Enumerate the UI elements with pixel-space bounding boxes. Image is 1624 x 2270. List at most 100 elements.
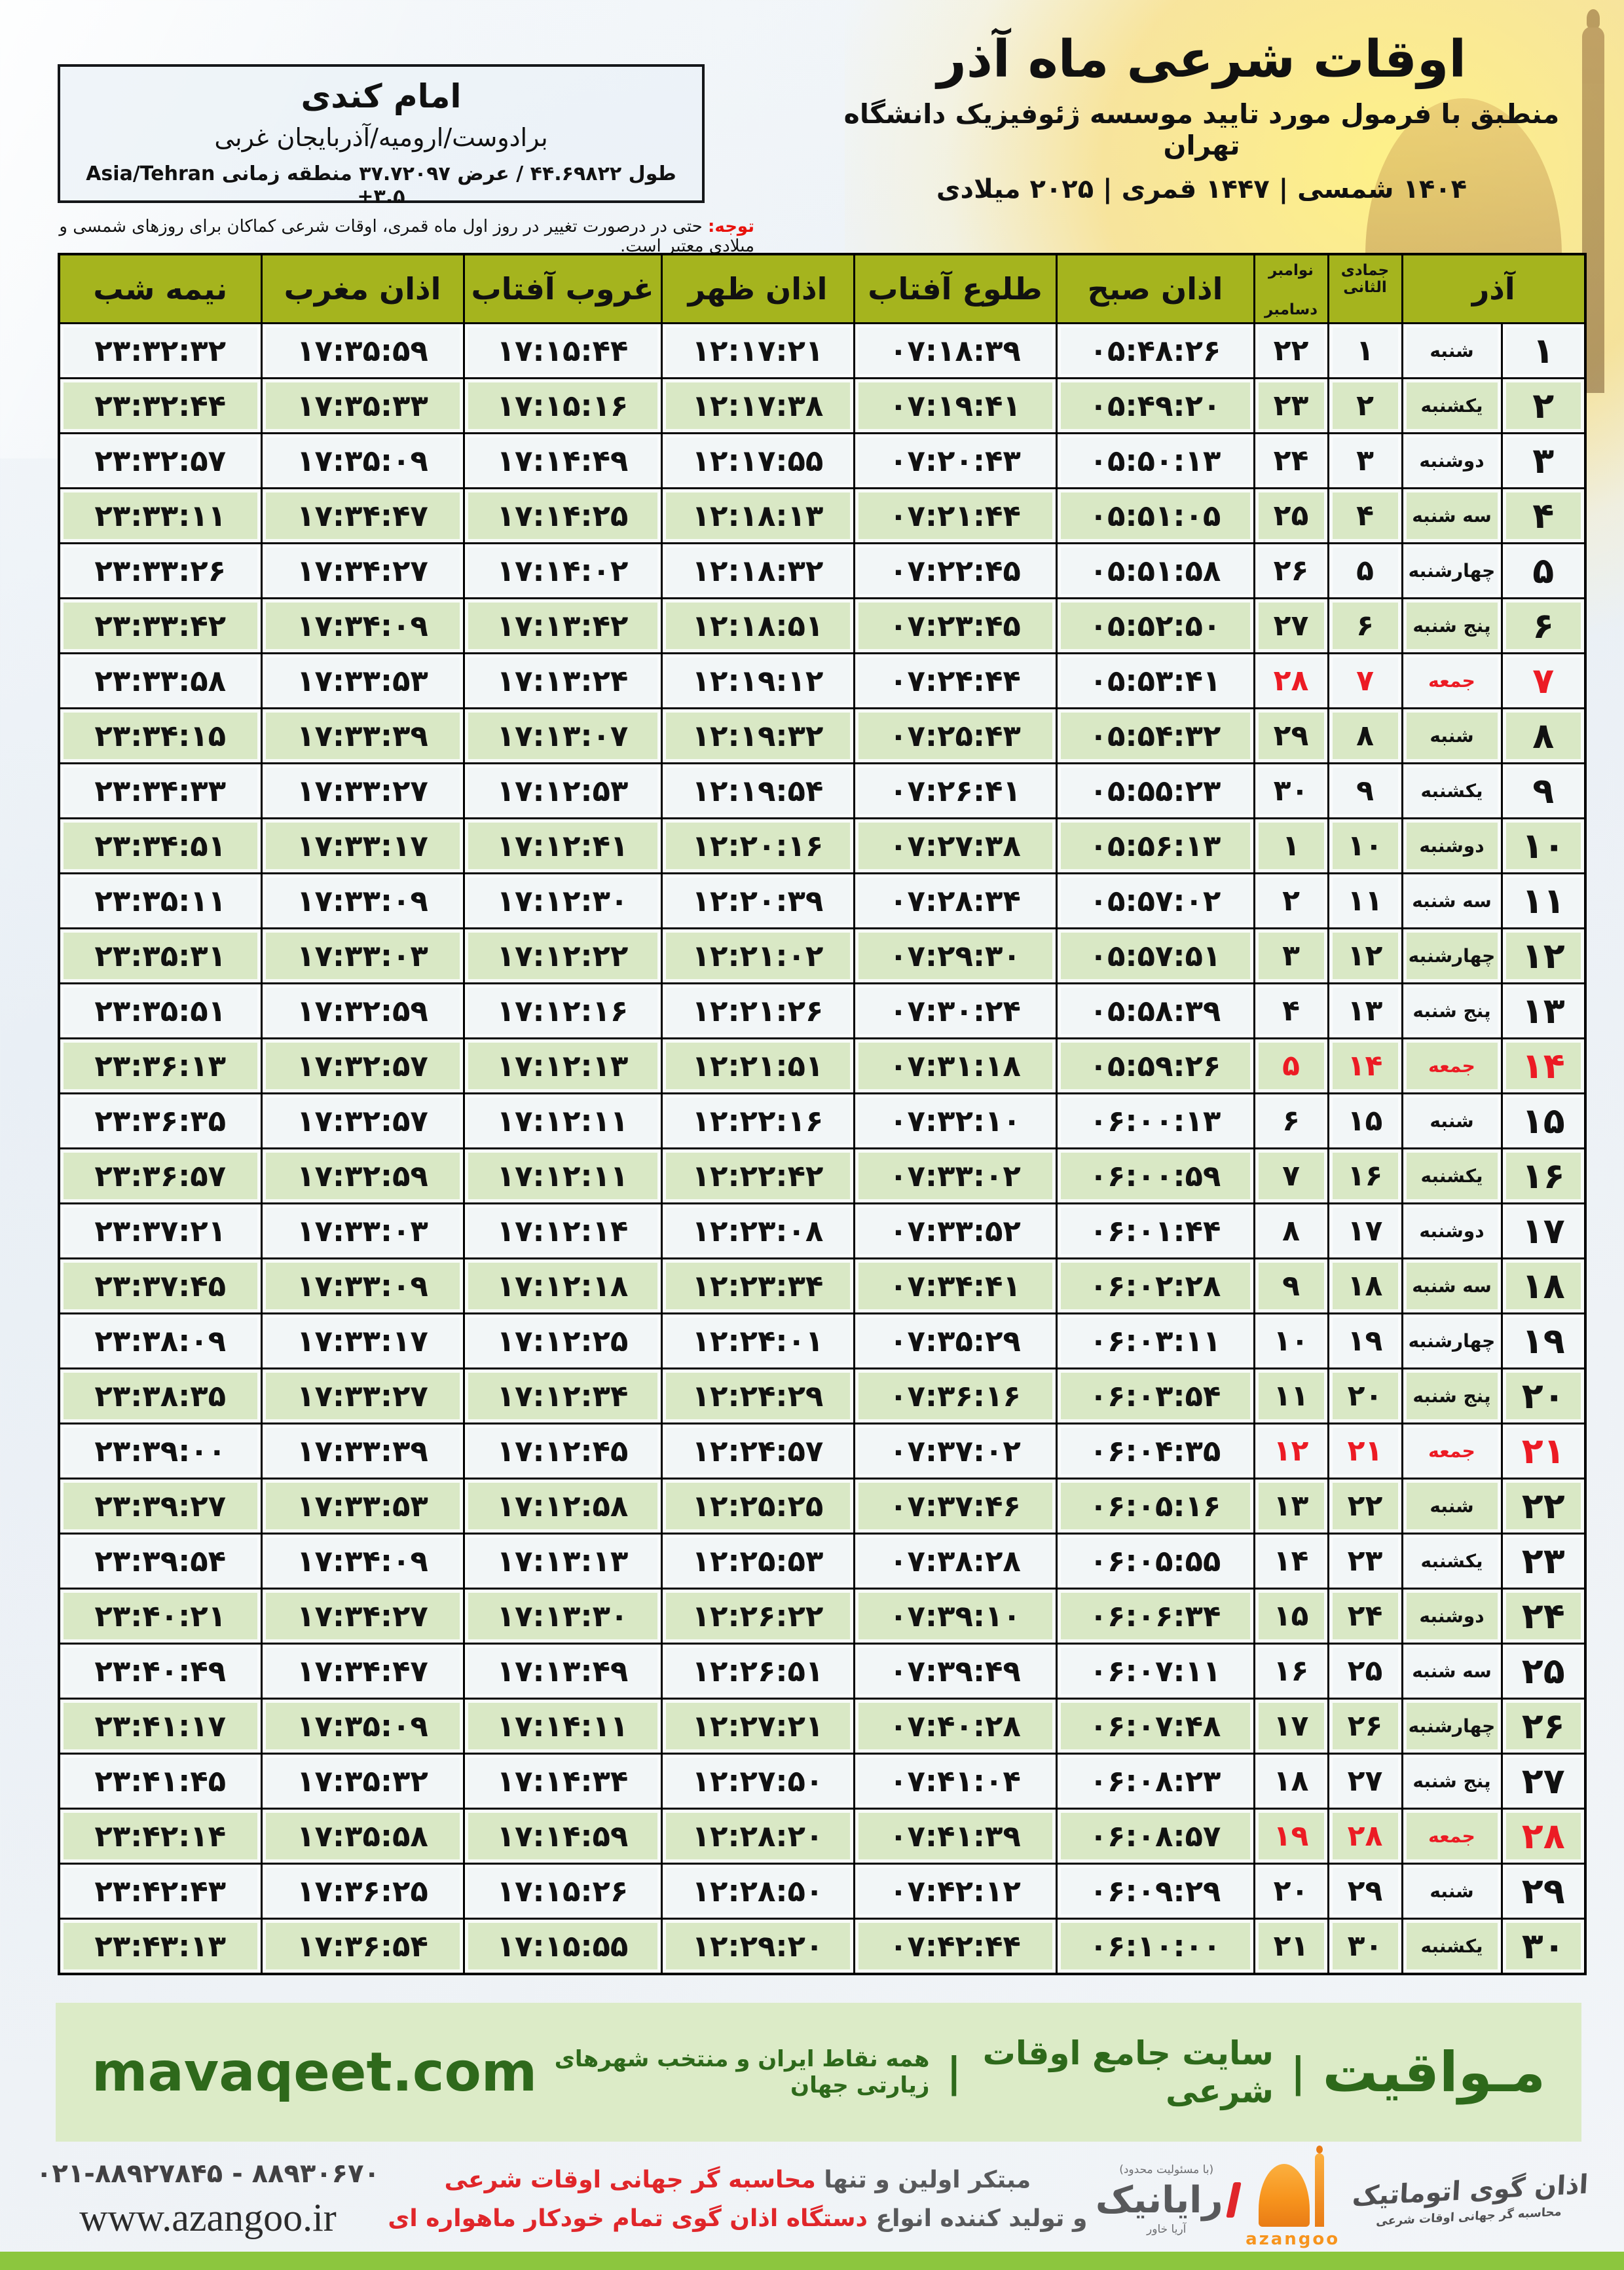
table-row: ۲۹ شنبه ۲۹ ۲۰ ۰۶:۰۹:۲۹ ۰۷:۴۲:۱۲ ۱۲:۲۸:۵۰… [58,1863,1587,1920]
gregorian-day-cell: ۲۳ [1253,377,1329,434]
azar-day-cell: ۲۲ [1500,1478,1587,1535]
midnight-time-cell: ۲۳:۳۵:۵۱ [58,982,263,1039]
fajr-time-cell: ۰۵:۵۸:۳۹ [1055,982,1255,1039]
sunset-time-cell: ۱۷:۱۴:۳۴ [462,1753,663,1810]
dhuhr-time-cell: ۱۲:۲۴:۰۱ [660,1312,855,1369]
dhuhr-time-cell: ۱۲:۲۰:۱۶ [660,817,855,874]
azar-day-cell: ۱۸ [1500,1257,1587,1314]
jumada-day-cell: ۱۳ [1327,982,1403,1039]
sunset-time-cell: ۱۷:۱۳:۳۰ [462,1588,663,1645]
midnight-time-cell: ۲۳:۳۷:۴۵ [58,1257,263,1314]
sunrise-time-cell: ۰۷:۲۵:۴۳ [853,707,1058,764]
maghrib-time-cell: ۱۷:۳۳:۰۳ [260,1202,465,1259]
sunrise-time-cell: ۰۷:۳۱:۱۸ [853,1037,1058,1094]
azar-day-cell: ۲۹ [1500,1863,1587,1920]
weekday-cell: یکشنبه [1401,1533,1503,1590]
gregorian-day-cell: ۲۴ [1253,432,1329,489]
midnight-time-cell: ۲۳:۳۵:۳۱ [58,927,263,984]
coordinates-text: طول ۴۴.۶۹۸۲۲ / عرض ۳۷.۷۲۰۹۷ منطقه زمانی [221,162,676,185]
azar-day-cell: ۱ [1500,322,1587,379]
dhuhr-time-cell: ۱۲:۱۸:۳۲ [660,542,855,599]
dhuhr-time-cell: ۱۲:۲۶:۵۱ [660,1643,855,1700]
column-header-sunrise: طلوع آفتاب [853,253,1058,324]
jumada-day-cell: ۷ [1327,652,1403,709]
sunset-time-cell: ۱۷:۱۲:۴۵ [462,1423,663,1479]
azar-day-cell: ۲۰ [1500,1368,1587,1424]
maghrib-time-cell: ۱۷:۳۴:۴۷ [260,487,465,544]
table-row: ۳ دوشنبه ۳ ۲۴ ۰۵:۵۰:۱۳ ۰۷:۲۰:۴۳ ۱۲:۱۷:۵۵… [58,432,1587,489]
sunset-time-cell: ۱۷:۱۲:۱۳ [462,1037,663,1094]
gregorian-day-cell: ۸ [1253,1202,1329,1259]
jumada-day-cell: ۲۳ [1327,1533,1403,1590]
azar-day-cell: ۱۱ [1500,872,1587,929]
separator-pipe: | [946,2048,962,2096]
dhuhr-time-cell: ۱۲:۲۳:۳۴ [660,1257,855,1314]
maghrib-time-cell: ۱۷:۳۳:۰۹ [260,872,465,929]
rayanik-registration: (با مسئولیت محدود) [1119,2163,1214,2176]
midnight-time-cell: ۲۳:۳۲:۵۷ [58,432,263,489]
mavaqeet-domain-link[interactable]: mavaqeet.com [92,2041,538,2104]
jumada-day-cell: ۱۶ [1327,1147,1403,1204]
maghrib-time-cell: ۱۷:۳۳:۵۳ [260,1478,465,1535]
dhuhr-time-cell: ۱۲:۲۴:۲۹ [660,1368,855,1424]
midnight-time-cell: ۲۳:۳۵:۱۱ [58,872,263,929]
dhuhr-time-cell: ۱۲:۲۶:۲۲ [660,1588,855,1645]
azar-day-cell: ۸ [1500,707,1587,764]
weekday-cell: شنبه [1401,707,1503,764]
weekday-cell: چهارشنبه [1401,542,1503,599]
azangoo-website-link[interactable]: www.azangoo.ir [79,2195,337,2239]
azar-day-cell: ۱۶ [1500,1147,1587,1204]
maghrib-time-cell: ۱۷:۳۵:۰۹ [260,1698,465,1755]
sunrise-time-cell: ۰۷:۲۱:۴۴ [853,487,1058,544]
gregorian-day-cell: ۱ [1253,817,1329,874]
weekday-cell: یکشنبه [1401,762,1503,819]
midnight-time-cell: ۲۳:۴۲:۱۴ [58,1808,263,1865]
dhuhr-time-cell: ۱۲:۱۹:۵۴ [660,762,855,819]
gregorian-day-cell: ۴ [1253,982,1329,1039]
notice-line: توجه: حتی در درصورت تغییر در روز اول ماه… [58,217,754,256]
footer-slogan: مبتکر اولین و تنها محاسبه گر جهانی اوقات… [388,2161,1087,2239]
midnight-time-cell: ۲۳:۳۴:۱۵ [58,707,263,764]
gregorian-day-cell: ۲۸ [1253,652,1329,709]
weekday-cell: پنج شنبه [1401,982,1503,1039]
fajr-time-cell: ۰۵:۵۰:۱۳ [1055,432,1255,489]
dhuhr-time-cell: ۱۲:۲۵:۲۵ [660,1478,855,1535]
sunrise-time-cell: ۰۷:۱۸:۳۹ [853,322,1058,379]
dhuhr-time-cell: ۱۲:۱۹:۱۲ [660,652,855,709]
weekday-cell: یکشنبه [1401,1147,1503,1204]
mavaqeet-site-label: سایت جامع اوقات شرعی [982,2034,1274,2110]
gregorian-day-cell: ۲ [1253,872,1329,929]
sunrise-time-cell: ۰۷:۲۶:۴۱ [853,762,1058,819]
azangoo-logo: اذان گوی اتوماتیک محاسبه گر جهانی اوقات … [1246,2146,1589,2249]
jumada-day-cell: ۸ [1327,707,1403,764]
rayanik-logo: (با مسئولیت محدود) رایانیک آریا خاور [1095,2163,1242,2236]
table-row: ۶ پنج شنبه ۶ ۲۷ ۰۵:۵۲:۵۰ ۰۷:۲۳:۴۵ ۱۲:۱۸:… [58,597,1587,654]
maghrib-time-cell: ۱۷:۳۵:۳۳ [260,377,465,434]
table-row: ۲۱ جمعه ۲۱ ۱۲ ۰۶:۰۴:۳۵ ۰۷:۳۷:۰۲ ۱۲:۲۴:۵۷… [58,1423,1587,1479]
table-row: ۲۷ پنج شنبه ۲۷ ۱۸ ۰۶:۰۸:۲۳ ۰۷:۴۱:۰۴ ۱۲:۲… [58,1753,1587,1810]
prayer-times-table: آذر جمادی الثانی نوامبر دسامبر اذان صبح … [58,253,1587,1975]
sunrise-time-cell: ۰۷:۲۴:۴۴ [853,652,1058,709]
jumada-day-cell: ۲۱ [1327,1423,1403,1479]
sunset-time-cell: ۱۷:۱۲:۵۳ [462,762,663,819]
fajr-time-cell: ۰۶:۰۰:۵۹ [1055,1147,1255,1204]
weekday-cell: دوشنبه [1401,1202,1503,1259]
maghrib-time-cell: ۱۷:۳۵:۵۸ [260,1808,465,1865]
jumada-day-cell: ۲۰ [1327,1368,1403,1424]
jumada-day-cell: ۲۹ [1327,1863,1403,1920]
rayanik-name: رایانیک [1095,2178,1223,2222]
weekday-cell: جمعه [1401,1808,1503,1865]
azar-day-cell: ۳ [1500,432,1587,489]
sunrise-time-cell: ۰۷:۳۴:۴۱ [853,1257,1058,1314]
dhuhr-time-cell: ۱۲:۲۰:۳۹ [660,872,855,929]
maghrib-time-cell: ۱۷:۳۳:۵۳ [260,652,465,709]
fajr-time-cell: ۰۶:۰۳:۵۴ [1055,1368,1255,1424]
fajr-time-cell: ۰۵:۵۵:۲۳ [1055,762,1255,819]
column-header-gregorian: نوامبر دسامبر [1253,253,1329,324]
sunset-time-cell: ۱۷:۱۲:۱۶ [462,982,663,1039]
sunset-time-cell: ۱۷:۱۳:۲۴ [462,652,663,709]
sunrise-time-cell: ۰۷:۳۹:۴۹ [853,1643,1058,1700]
sunrise-time-cell: ۰۷:۳۸:۲۸ [853,1533,1058,1590]
dhuhr-time-cell: ۱۲:۱۷:۵۵ [660,432,855,489]
fajr-time-cell: ۰۶:۰۳:۱۱ [1055,1312,1255,1369]
